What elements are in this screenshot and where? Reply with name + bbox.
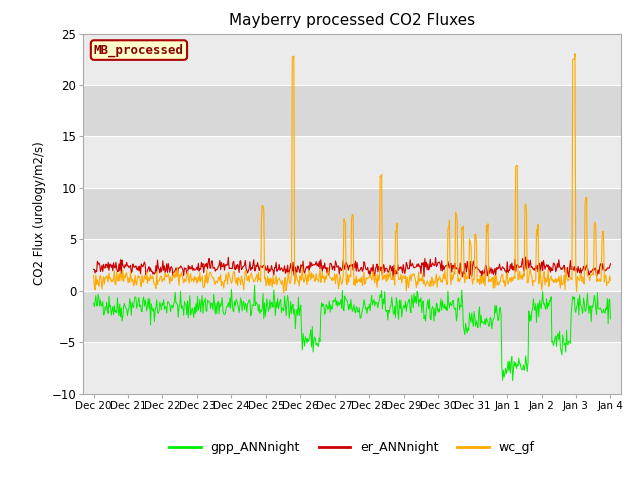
Legend: gpp_ANNnight, er_ANNnight, wc_gf: gpp_ANNnight, er_ANNnight, wc_gf xyxy=(164,436,540,459)
Bar xyxy=(83,136,621,188)
Bar xyxy=(83,85,621,136)
Bar xyxy=(83,342,621,394)
Text: MB_processed: MB_processed xyxy=(94,43,184,57)
Y-axis label: CO2 Flux (urology/m2/s): CO2 Flux (urology/m2/s) xyxy=(33,142,46,286)
Bar xyxy=(83,188,621,240)
Bar xyxy=(83,291,621,342)
Bar xyxy=(83,240,621,291)
Title: Mayberry processed CO2 Fluxes: Mayberry processed CO2 Fluxes xyxy=(229,13,475,28)
Bar xyxy=(83,34,621,85)
